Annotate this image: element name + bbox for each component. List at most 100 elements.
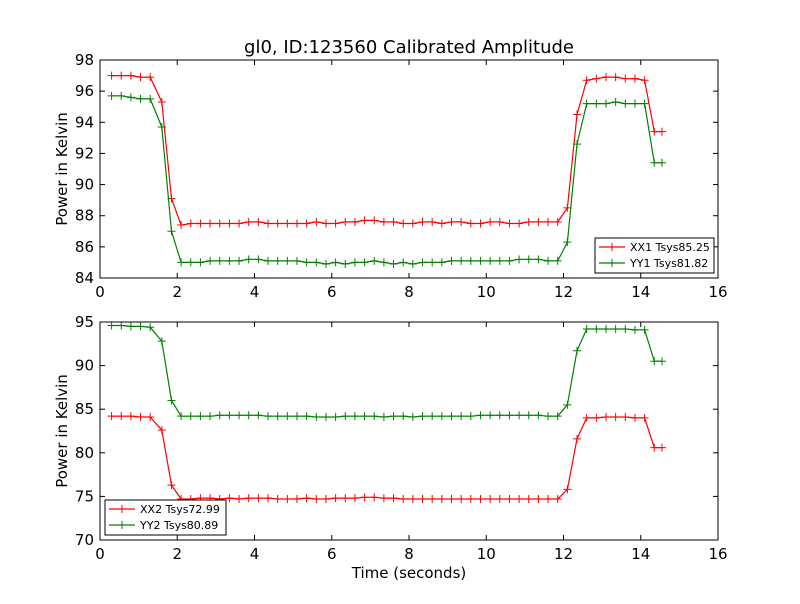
data-point <box>107 412 116 421</box>
data-point <box>292 256 301 265</box>
data-point <box>264 412 273 421</box>
data-point <box>389 217 398 226</box>
data-point <box>495 217 504 226</box>
x-tick-label: 0 <box>95 545 105 563</box>
data-point <box>302 494 311 503</box>
x-tick-label: 12 <box>554 283 573 301</box>
x-tick-label: 14 <box>631 545 650 563</box>
data-point <box>389 412 398 421</box>
x-tick-label: 8 <box>404 545 414 563</box>
legend: XX2 Tsys72.99 YY2 Tsys80.89 <box>104 499 227 536</box>
data-point <box>350 412 359 421</box>
data-point <box>640 76 649 85</box>
data-point <box>601 413 610 422</box>
data-point <box>563 238 572 247</box>
x-tick-label: 10 <box>477 283 496 301</box>
data-point <box>457 412 466 421</box>
legend-label: YY2 Tsys80.89 <box>139 519 218 532</box>
data-point <box>186 219 195 228</box>
data-point <box>447 217 456 226</box>
data-point <box>418 258 427 267</box>
data-point <box>167 481 176 490</box>
data-point <box>196 219 205 228</box>
data-point <box>146 73 155 82</box>
data-point <box>505 256 514 265</box>
data-point <box>235 256 244 265</box>
data-point <box>630 413 639 422</box>
legend-label: XX1 Tsys85.25 <box>630 241 710 254</box>
data-point <box>206 219 215 228</box>
legend-box <box>594 237 715 274</box>
data-point <box>553 412 562 421</box>
data-point <box>341 259 350 268</box>
y-tick-label: 84 <box>75 269 94 287</box>
y-tick-label: 90 <box>75 176 94 194</box>
data-point <box>657 443 666 452</box>
data-point <box>466 219 475 228</box>
legend-label: YY1 Tsys81.82 <box>629 257 708 270</box>
data-point <box>534 217 543 226</box>
y-tick-label: 80 <box>75 444 94 462</box>
data-point <box>389 494 398 503</box>
data-point <box>399 495 408 504</box>
x-tick-label: 16 <box>708 545 727 563</box>
data-point <box>553 217 562 226</box>
data-point <box>408 219 417 228</box>
data-point <box>186 412 195 421</box>
data-point <box>630 325 639 334</box>
data-point <box>302 258 311 267</box>
data-point <box>196 412 205 421</box>
data-point <box>399 258 408 267</box>
data-point <box>283 219 292 228</box>
data-point <box>244 494 253 503</box>
data-point <box>447 412 456 421</box>
data-point <box>389 259 398 268</box>
x-tick-label: 0 <box>95 283 105 301</box>
data-point <box>544 412 553 421</box>
data-point <box>264 256 273 265</box>
y-tick-label: 70 <box>75 531 94 549</box>
data-point <box>573 434 582 443</box>
x-tick-label: 2 <box>172 283 182 301</box>
x-axis-label: Time (seconds) <box>351 564 467 582</box>
x-tick-label: 6 <box>327 545 337 563</box>
data-point <box>264 494 273 503</box>
data-point <box>107 91 116 100</box>
data-point <box>254 255 263 264</box>
data-point <box>447 256 456 265</box>
data-point <box>640 99 649 108</box>
data-point <box>582 76 591 85</box>
data-point <box>399 219 408 228</box>
data-point <box>321 259 330 268</box>
data-point <box>657 127 666 136</box>
y-tick-label: 95 <box>75 313 94 331</box>
data-point <box>524 217 533 226</box>
data-point <box>107 321 116 330</box>
data-point <box>611 413 620 422</box>
x-tick-label: 4 <box>250 545 260 563</box>
data-point <box>360 412 369 421</box>
data-point <box>640 413 649 422</box>
data-point <box>360 216 369 225</box>
legend: XX1 Tsys85.25 YY1 Tsys81.82 <box>594 237 715 274</box>
data-point <box>157 337 166 346</box>
data-point <box>515 219 524 228</box>
data-point <box>235 411 244 420</box>
data-point <box>136 73 145 82</box>
data-point <box>350 217 359 226</box>
data-point <box>650 443 659 452</box>
series-line-1 <box>111 74 662 226</box>
series-line-1 <box>111 415 662 500</box>
legend-box <box>104 499 227 536</box>
data-point <box>331 494 340 503</box>
data-point <box>379 217 388 226</box>
data-point <box>657 357 666 366</box>
data-point <box>621 74 630 83</box>
data-point <box>515 255 524 264</box>
data-point <box>126 93 135 102</box>
data-point <box>292 219 301 228</box>
data-point <box>486 495 495 504</box>
data-point <box>136 322 145 331</box>
data-point <box>146 413 155 422</box>
